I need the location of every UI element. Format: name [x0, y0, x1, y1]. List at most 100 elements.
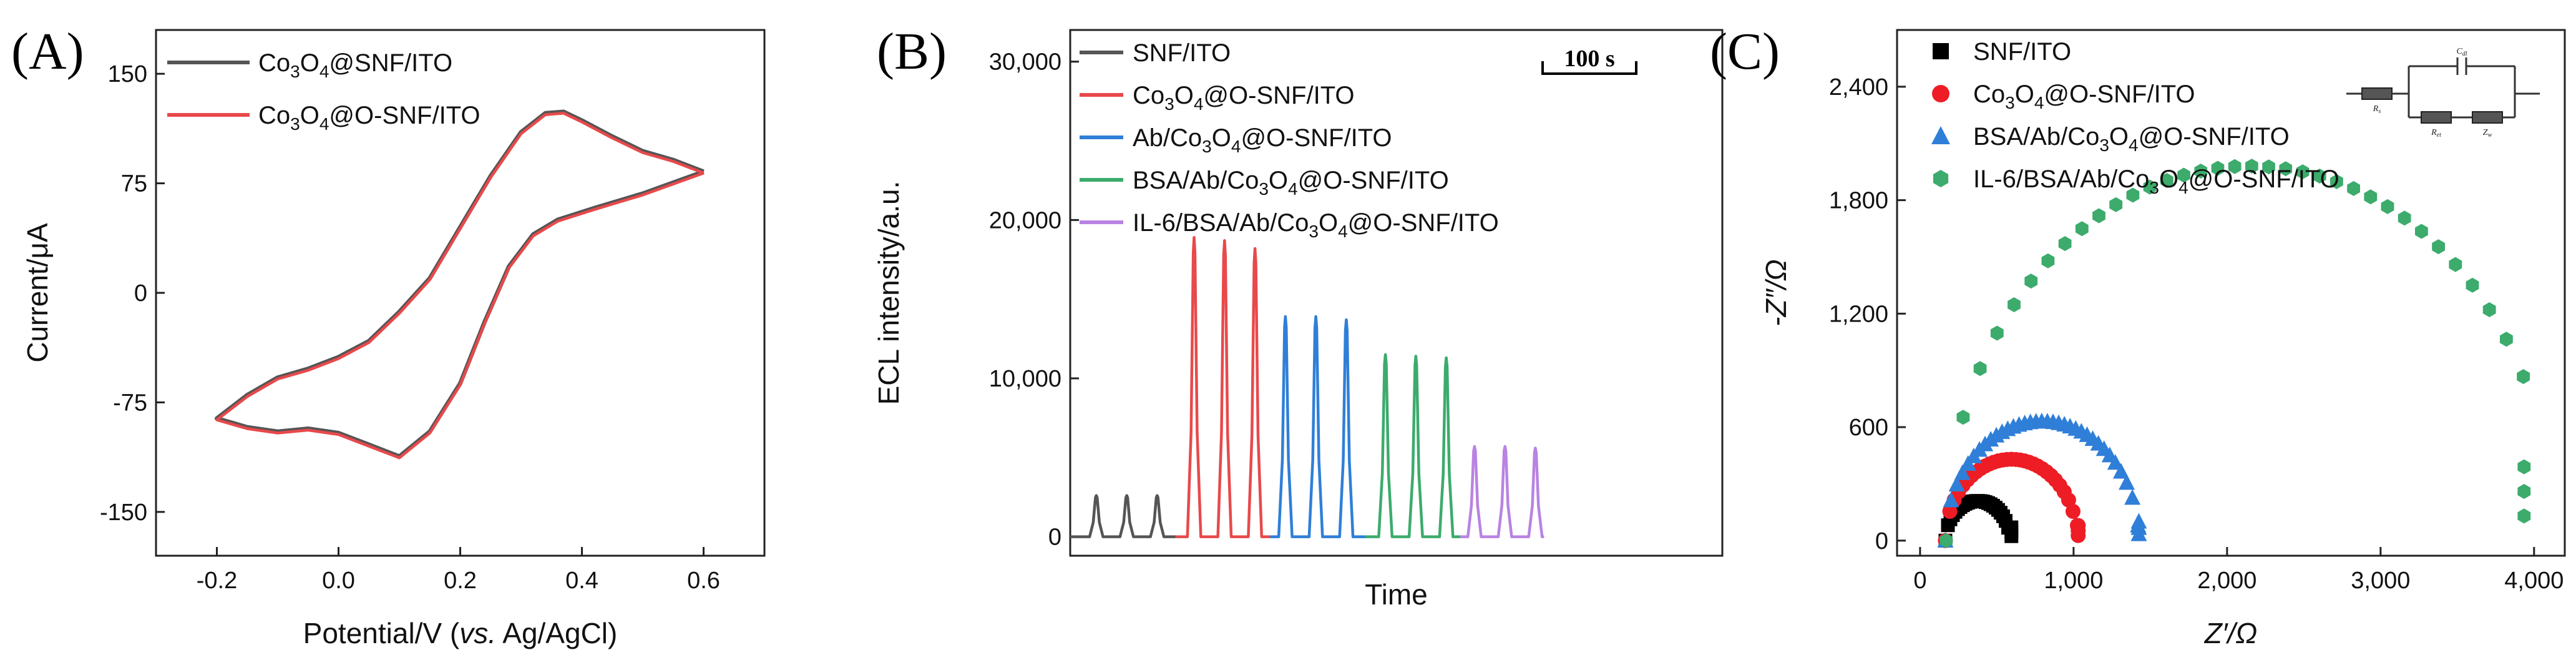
- x-tick-label: 0.2: [444, 568, 477, 594]
- nyquist-series-4: [1939, 159, 2531, 548]
- data-point: [2245, 159, 2258, 174]
- ret-resistor: [2421, 111, 2452, 124]
- plot-frame: [1896, 29, 2566, 557]
- y-tick-label: -150: [100, 500, 147, 526]
- legend-label-c-3: BSA/Ab/Co3O4@O-SNF/ITO: [1973, 123, 2290, 155]
- legend-marker-c-4: [1933, 170, 1949, 187]
- y-axis-title: -Z″/Ω: [1760, 259, 1792, 326]
- legend-label-a-1: Co3O4@SNF/ITO: [258, 49, 452, 81]
- legend-label-b-3: Ab/Co3O4@O-SNF/ITO: [1133, 124, 1392, 156]
- data-point: [2177, 167, 2190, 183]
- y-axis-title: Current/μA: [21, 223, 54, 363]
- data-point: [2313, 169, 2326, 184]
- data-point: [2517, 508, 2531, 524]
- data-point: [1942, 504, 1958, 520]
- legend-label-b-4: BSA/Ab/Co3O4@O-SNF/ITO: [1133, 167, 1449, 199]
- data-point: [2112, 463, 2129, 479]
- zw-element: [2472, 111, 2503, 124]
- x-tick-label: 4,000: [2504, 568, 2564, 594]
- data-point: [2107, 454, 2124, 470]
- rs-label: Rs: [2373, 104, 2381, 115]
- panel-label-c: (C): [1710, 22, 1780, 81]
- data-point: [2194, 164, 2208, 179]
- legend-label-c-1: SNF/ITO: [1973, 38, 2071, 66]
- data-point: [2092, 208, 2105, 224]
- data-point: [2061, 492, 2076, 508]
- data-point: [2008, 297, 2021, 312]
- data-point: [2211, 160, 2225, 176]
- ret-label: Ret: [2431, 128, 2441, 139]
- scale-bar-label: 100 s: [1564, 46, 1614, 72]
- data-point: [2071, 518, 2086, 533]
- x-tick-label: 0: [1913, 568, 1926, 594]
- data-point: [2517, 459, 2531, 475]
- equivalent-circuit-inset: Cdl Rs Ret Zw: [2346, 47, 2540, 139]
- ecl-trace-4: [1365, 353, 1461, 538]
- data-point: [2075, 221, 2089, 237]
- data-point: [2347, 180, 2360, 196]
- zw-label: Zw: [2483, 128, 2492, 139]
- data-point: [2065, 504, 2081, 520]
- panel-b: (B) 0 10,000 20,000 30,000 Time ECL intensity/…: [872, 22, 1724, 611]
- legend-label-c-4: IL-6/BSA/Ab/Co3O4@O-SNF/ITO: [1973, 165, 2339, 197]
- x-tick-label: 2,000: [2197, 568, 2256, 594]
- x-axis-title: Z′/Ω: [2204, 617, 2258, 649]
- scale-bar: [1541, 61, 1637, 75]
- plot-frame: [1069, 29, 1724, 557]
- ecl-trace-3: [1270, 315, 1366, 538]
- data-point: [2398, 210, 2411, 226]
- x-axis-title: Time: [1365, 578, 1428, 611]
- x-tick-label: 0.0: [322, 568, 355, 594]
- x-tick-label: 1,000: [2044, 568, 2103, 594]
- nyquist-series-2: [1938, 451, 2086, 548]
- x-tick-label: 3,000: [2351, 568, 2410, 594]
- ecl-trace-2: [1175, 235, 1271, 538]
- legend-label-b-1: SNF/ITO: [1133, 39, 1231, 67]
- y-tick-label: 150: [108, 61, 147, 87]
- data-point: [1973, 361, 1987, 377]
- y-tick-label: 0: [1875, 528, 1888, 554]
- y-tick-label: 0: [1048, 525, 1061, 551]
- data-point: [2004, 520, 2019, 535]
- data-point: [2262, 159, 2275, 175]
- data-point: [2109, 197, 2123, 212]
- x-axis-title: Potential/V (vs. Ag/AgCl): [303, 617, 618, 649]
- panel-a: (A) -0.2 0.0 0.2 0.4 0.6 -150 -75 0 75 150 Potentia…: [11, 22, 766, 649]
- rs-resistor: [2361, 87, 2393, 100]
- panel-label-a: (A): [11, 22, 84, 81]
- y-axis-title: ECL intensity/a.u.: [872, 181, 905, 405]
- data-point: [2124, 489, 2141, 505]
- y-tick-label: -75: [113, 390, 147, 416]
- y-tick-label: 1,200: [1829, 301, 1888, 327]
- x-tick-label: 0.6: [687, 568, 720, 594]
- legend-marker-c-1: [1933, 43, 1949, 59]
- data-point: [1956, 410, 1970, 425]
- data-point: [2466, 277, 2479, 293]
- data-point: [2449, 257, 2462, 272]
- x-tick-label: 0.4: [565, 568, 598, 594]
- legend-marker-c-2: [1932, 85, 1949, 102]
- legend-label-c-2: Co3O4@O-SNF/ITO: [1973, 81, 2195, 112]
- y-tick-label: 75: [121, 171, 147, 197]
- data-point: [1939, 533, 1953, 548]
- data-point: [2119, 474, 2135, 490]
- legend-label-b-5: IL-6/BSA/Ab/Co3O4@O-SNF/ITO: [1133, 209, 1499, 241]
- panel-label-b: (B): [877, 22, 947, 81]
- data-point: [2432, 239, 2445, 255]
- legend-label-a-2: Co3O4@O-SNF/ITO: [258, 102, 481, 134]
- data-point: [2024, 273, 2038, 289]
- data-point: [1943, 491, 1959, 508]
- y-tick-label: 0: [134, 280, 147, 307]
- ecl-trace-5: [1460, 445, 1544, 538]
- data-point: [1948, 476, 1965, 492]
- panel-c: (C) 0 1,000 2,000 3,000 4,000 0 600 1,200 1,800 2,…: [1710, 22, 2566, 649]
- data-point: [2130, 513, 2147, 529]
- data-point: [1990, 325, 2004, 341]
- data-point: [2296, 164, 2310, 180]
- data-point: [2279, 161, 2293, 177]
- data-point: [2381, 199, 2394, 214]
- data-point: [2500, 332, 2513, 347]
- data-point: [2126, 187, 2140, 203]
- data-point: [2160, 173, 2174, 188]
